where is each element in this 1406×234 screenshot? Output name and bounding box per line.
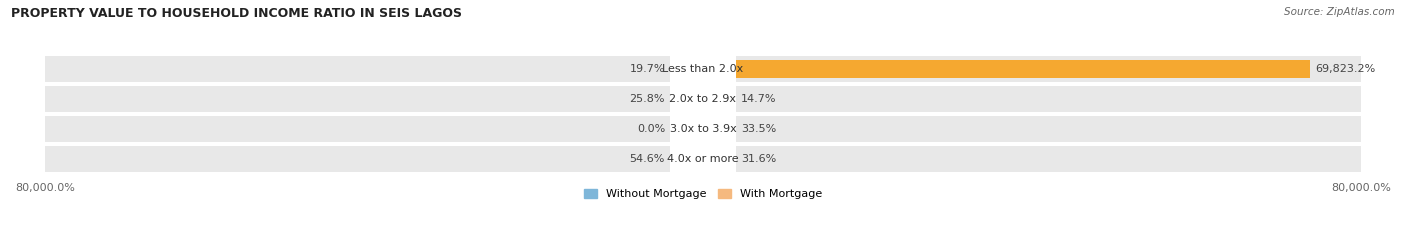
Bar <box>45 146 671 172</box>
Text: PROPERTY VALUE TO HOUSEHOLD INCOME RATIO IN SEIS LAGOS: PROPERTY VALUE TO HOUSEHOLD INCOME RATIO… <box>11 7 463 20</box>
Text: 54.6%: 54.6% <box>630 154 665 164</box>
Bar <box>735 86 1361 112</box>
Text: 3.0x to 3.9x: 3.0x to 3.9x <box>669 124 737 134</box>
Bar <box>45 116 671 142</box>
Text: 2.0x to 2.9x: 2.0x to 2.9x <box>669 94 737 104</box>
Text: 14.7%: 14.7% <box>741 94 776 104</box>
Bar <box>735 59 1310 78</box>
Text: 0.0%: 0.0% <box>637 124 665 134</box>
Text: 69,823.2%: 69,823.2% <box>1315 64 1375 74</box>
Bar <box>735 146 1361 172</box>
Text: 19.7%: 19.7% <box>630 64 665 74</box>
Text: 25.8%: 25.8% <box>630 94 665 104</box>
Text: Less than 2.0x: Less than 2.0x <box>662 64 744 74</box>
Text: Source: ZipAtlas.com: Source: ZipAtlas.com <box>1284 7 1395 17</box>
Text: 33.5%: 33.5% <box>741 124 776 134</box>
Bar <box>735 116 1361 142</box>
Text: 31.6%: 31.6% <box>741 154 776 164</box>
Bar <box>45 86 671 112</box>
Bar <box>45 56 671 82</box>
Legend: Without Mortgage, With Mortgage: Without Mortgage, With Mortgage <box>579 184 827 204</box>
Bar <box>735 56 1361 82</box>
Text: 4.0x or more: 4.0x or more <box>668 154 738 164</box>
